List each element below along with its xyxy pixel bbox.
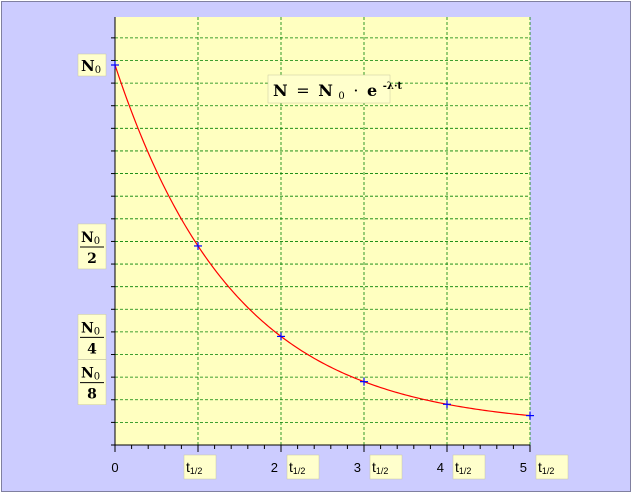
formula-exp: -λ·t bbox=[383, 81, 403, 92]
formula-n: N bbox=[318, 81, 333, 100]
x-tick-number: 3 bbox=[354, 460, 361, 475]
x-unit-box bbox=[452, 454, 486, 480]
grid bbox=[115, 17, 531, 446]
y-label: N0 8 bbox=[77, 359, 107, 405]
data-point bbox=[277, 332, 285, 341]
y-label-numerator: N0 bbox=[81, 320, 100, 337]
x-tick-number: 0 bbox=[111, 460, 118, 475]
y-label-denominator: 2 bbox=[87, 251, 97, 267]
x-tick-number: 2 bbox=[271, 460, 278, 475]
x-unit-main: t bbox=[538, 459, 542, 475]
formula-box: N = N 0 · e -λ·t bbox=[267, 74, 402, 104]
formula-e: e bbox=[367, 81, 377, 100]
x-unit-label: t1/2 bbox=[455, 459, 471, 476]
x-unit-box bbox=[183, 454, 217, 480]
x-unit-main: t bbox=[289, 459, 293, 475]
y-label-sub: 0 bbox=[95, 65, 101, 76]
y-label-num: N bbox=[81, 366, 94, 382]
y-label-num: N bbox=[81, 230, 94, 246]
y-label-text: N0 bbox=[81, 57, 101, 76]
x-unit-label: t1/2 bbox=[538, 459, 554, 476]
y-label-numerator: N0 bbox=[81, 230, 100, 247]
x-unit-label: t1/2 bbox=[372, 459, 388, 476]
formula-box-bg bbox=[267, 74, 391, 104]
data-point bbox=[443, 400, 451, 409]
x-unit-box bbox=[369, 454, 403, 480]
y-label-num: N bbox=[81, 57, 95, 75]
data-point bbox=[111, 61, 119, 69]
x-unit-label: t1/2 bbox=[186, 459, 202, 476]
y-label: N0 bbox=[77, 53, 107, 77]
x-axis-labels: 0 t1/2 2 t1/2 3 t1/2 4 t1/2 5 t1/2 bbox=[111, 454, 569, 480]
x-unit-label: t1/2 bbox=[289, 459, 305, 476]
y-label-denominator: 8 bbox=[87, 387, 97, 403]
data-points bbox=[111, 61, 534, 420]
x-unit-box bbox=[535, 454, 569, 480]
x-unit-main: t bbox=[372, 459, 376, 475]
x-unit-box bbox=[286, 454, 320, 480]
decay-curve bbox=[114, 64, 531, 417]
y-label-sub: 0 bbox=[94, 372, 100, 383]
data-point bbox=[526, 411, 534, 420]
x-unit-sub: 1/2 bbox=[293, 466, 306, 476]
y-label-denominator: 4 bbox=[87, 341, 97, 357]
data-point bbox=[360, 377, 368, 386]
x-unit-sub: 1/2 bbox=[190, 466, 203, 476]
y-label-box bbox=[77, 53, 107, 77]
formula-dot: · bbox=[353, 81, 358, 100]
formula-eq: = bbox=[296, 81, 309, 100]
x-unit-sub: 1/2 bbox=[542, 466, 555, 476]
x-tick-number: 4 bbox=[437, 460, 444, 475]
x-tick-number: 5 bbox=[520, 460, 527, 475]
y-label-numerator: N0 bbox=[81, 366, 100, 383]
x-unit-main: t bbox=[455, 459, 459, 475]
y-label: N0 4 bbox=[77, 314, 107, 360]
formula-lhs: N bbox=[273, 81, 288, 100]
formula-sub: 0 bbox=[338, 91, 344, 102]
y-label-num: N bbox=[81, 320, 94, 336]
x-unit-sub: 1/2 bbox=[459, 466, 472, 476]
data-point bbox=[194, 241, 202, 250]
formula-text: N = N 0 · e -λ·t bbox=[273, 81, 402, 103]
x-unit-main: t bbox=[186, 459, 190, 475]
y-label: N0 2 bbox=[77, 223, 107, 270]
y-label-sub: 0 bbox=[94, 236, 100, 247]
axes bbox=[111, 17, 531, 452]
x-unit-sub: 1/2 bbox=[376, 466, 389, 476]
y-label-sub: 0 bbox=[94, 326, 100, 337]
